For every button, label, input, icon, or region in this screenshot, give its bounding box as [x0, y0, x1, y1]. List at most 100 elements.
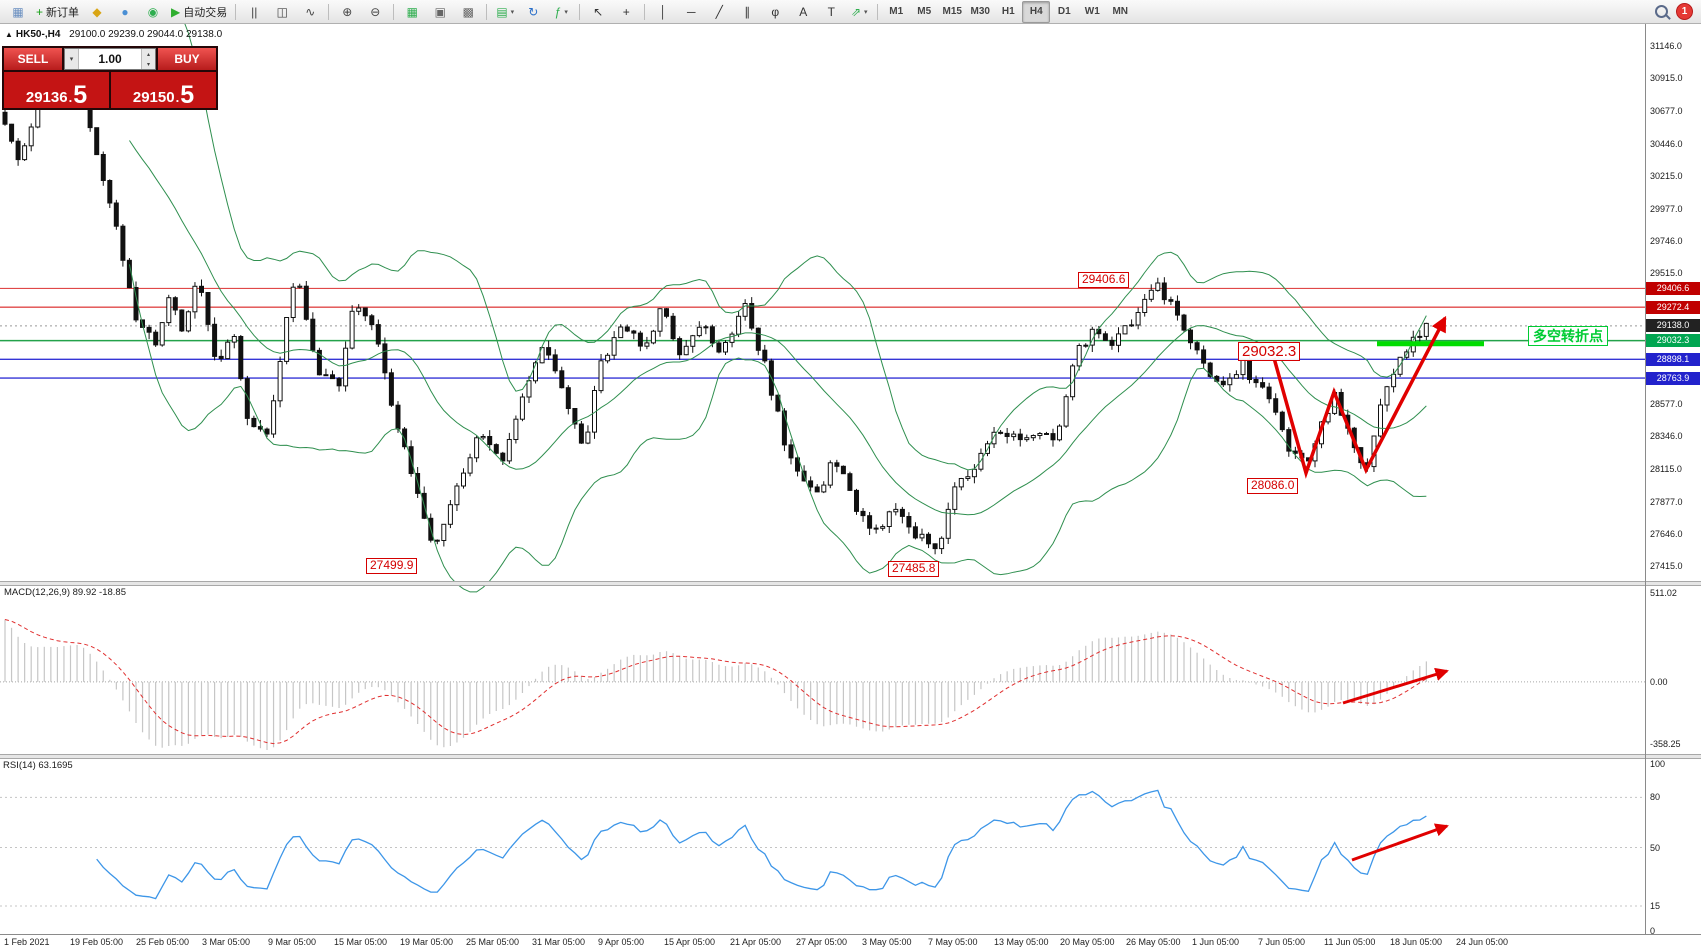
timeframe-m30[interactable]: M30 [966, 1, 994, 23]
time-axis-label: 1 Jun 05:00 [1192, 937, 1240, 947]
market-depth-icon: ● [121, 4, 129, 19]
time-axis-label: 25 Mar 05:00 [466, 937, 520, 947]
time-axis-label: 18 Jun 05:00 [1390, 937, 1443, 947]
line-chart-icon: ∿ [305, 4, 316, 19]
macd-axis-tick: 511.02 [1650, 588, 1677, 598]
line-chart-icon[interactable]: ∿ [296, 1, 324, 23]
price-axis-tick: 28346.0 [1650, 431, 1683, 441]
ohlc-open: 29100.0 [69, 29, 106, 40]
terminal-icon: ▦ [12, 4, 24, 19]
time-axis-label: 11 Jun 05:00 [1324, 937, 1376, 947]
rsi-axis-tick: 100 [1650, 759, 1666, 769]
low-label-28086[interactable]: 28086.0 [1247, 478, 1299, 494]
alerts-icon[interactable]: ◉ [139, 1, 167, 23]
time-axis-label: 20 May 05:00 [1060, 937, 1115, 947]
notification-badge[interactable]: 1 [1676, 3, 1693, 20]
timeframe-m5[interactable]: M5 [910, 1, 938, 23]
alerts-icon: ◉ [147, 4, 159, 19]
resistance-label-29406[interactable]: 29406.6 [1078, 272, 1130, 288]
symbol-period-label: HK50-,H4 [15, 29, 61, 40]
vertical-line-icon[interactable]: │ [649, 1, 677, 23]
trendline-icon[interactable]: ╱ [705, 1, 733, 23]
horizontal-line-icon[interactable]: ─ [677, 1, 705, 23]
buy-price[interactable]: 29150. 5 [111, 72, 216, 108]
zoom-in-icon[interactable]: ⊕ [333, 1, 361, 23]
indicators-icon[interactable]: ƒ ▾ [547, 1, 575, 23]
timeframe-h4[interactable]: H4 [1022, 0, 1051, 23]
price-axis-badge: 29032.3 [1646, 334, 1700, 347]
rsi-pane-splitter[interactable] [0, 754, 1701, 759]
rsi-line [96, 789, 1427, 900]
cursor-icon[interactable]: ↖ [584, 1, 612, 23]
refresh-icon[interactable]: ↻ [519, 1, 547, 23]
volume-control: ▾ 1.00 ▴ ▾ [64, 48, 156, 70]
vertical-line-icon: │ [659, 4, 668, 19]
cascade-windows-icon[interactable]: ▩ [454, 1, 482, 23]
terminal-icon[interactable]: ▦ [4, 1, 32, 23]
price-axis-badge: 28898.1 [1646, 353, 1700, 366]
tile-windows-icon[interactable]: ▦ [398, 1, 426, 23]
equidistant-channel-icon[interactable]: ∥ [733, 1, 761, 23]
collapse-icon[interactable]: ▲ [5, 30, 13, 39]
refresh-icon: ↻ [528, 4, 539, 19]
price-axis-tick: 29746.0 [1650, 236, 1683, 246]
rsi-trend-arrow[interactable] [1351, 823, 1449, 862]
label-icon[interactable]: T [817, 1, 845, 23]
buy-button[interactable]: BUY [158, 48, 216, 70]
fibonacci-icon[interactable]: φ [761, 1, 789, 23]
price-axis-tick: 29977.0 [1650, 204, 1683, 214]
bollinger-upper [129, 0, 1427, 471]
search-icon[interactable] [1655, 5, 1668, 18]
ohlc-low: 29044.0 [147, 29, 184, 40]
arrows-icon[interactable]: ⇗ ▾ [845, 1, 873, 23]
timeframe-m1[interactable]: M1 [882, 1, 910, 23]
crosshair-icon[interactable]: + [612, 1, 640, 23]
new-chart-icon[interactable]: ▤ ▾ [491, 1, 519, 23]
rsi-axis-tick: 50 [1650, 843, 1661, 853]
timeframe-d1-label: D1 [1057, 6, 1071, 17]
autotrading-button[interactable]: ▶ 自动交易 [167, 1, 231, 23]
timeframe-mn[interactable]: MN [1106, 1, 1134, 23]
auto-arrange-icon[interactable]: ▣ [426, 1, 454, 23]
sell-button[interactable]: SELL [4, 48, 62, 70]
macd-trend-arrow[interactable] [1342, 667, 1449, 705]
text-icon[interactable]: A [789, 1, 817, 23]
price-axis-badge: 29406.6 [1646, 282, 1700, 295]
main-toolbar: ▦ + 新订单 ◆ ● ◉ ▶ 自动交易 || ◫ ∿ ⊕ ⊖ ▦ ▣ ▩ ▤ ▾ ↻ ƒ ▾ ↖ + │ ─ ╱ ∥ φ A T ⇗ ▾ M1… [0, 0, 1701, 24]
timeframe-m15[interactable]: M15 [938, 1, 966, 23]
low-label-27485[interactable]: 27485.8 [888, 561, 940, 577]
zigzag-arrow[interactable] [1272, 315, 1447, 479]
toolbar-separator [486, 3, 488, 20]
timeframe-d1[interactable]: D1 [1050, 1, 1078, 23]
zoom-out-icon[interactable]: ⊖ [361, 1, 389, 23]
toolbar-right: 1 [1655, 3, 1697, 20]
market-depth-icon[interactable]: ● [111, 1, 139, 23]
time-axis-label: 19 Mar 05:00 [400, 937, 454, 947]
volume-dropdown[interactable]: ▾ [65, 49, 79, 69]
macd-pane-splitter[interactable] [0, 581, 1701, 586]
chevron-down-icon: ▾ [510, 8, 515, 16]
volume-input[interactable]: 1.00 [98, 52, 122, 66]
timeframe-w1[interactable]: W1 [1078, 1, 1106, 23]
cascade-windows-icon: ▩ [462, 4, 474, 19]
price-axis-tick: 27415.0 [1650, 561, 1683, 571]
chevron-down-icon: ▾ [564, 8, 568, 16]
quick-trade-icon[interactable]: ◆ [83, 1, 111, 23]
low-label-27499[interactable]: 27499.9 [366, 558, 418, 574]
tile-windows-icon: ▦ [406, 4, 418, 19]
pivot-label-29032[interactable]: 29032.3 [1238, 342, 1301, 362]
timeframe-h1[interactable]: H1 [994, 1, 1022, 23]
price-axis-badge: 29272.4 [1646, 301, 1700, 314]
turning-point-label[interactable]: 多空转折点 [1528, 326, 1608, 347]
volume-up-button[interactable]: ▴ [142, 49, 155, 59]
crosshair-icon: + [622, 4, 630, 19]
bar-chart-icon[interactable]: || [240, 1, 268, 23]
candlestick-chart-icon[interactable]: ◫ [268, 1, 296, 23]
sell-price[interactable]: 29136. 5 [4, 72, 109, 108]
new-order-button[interactable]: + 新订单 [32, 1, 83, 23]
new-order-button-label: 新订单 [46, 6, 80, 19]
bollinger-middle [129, 140, 1427, 516]
toolbar-separator [579, 3, 581, 20]
volume-down-button[interactable]: ▾ [142, 59, 155, 69]
